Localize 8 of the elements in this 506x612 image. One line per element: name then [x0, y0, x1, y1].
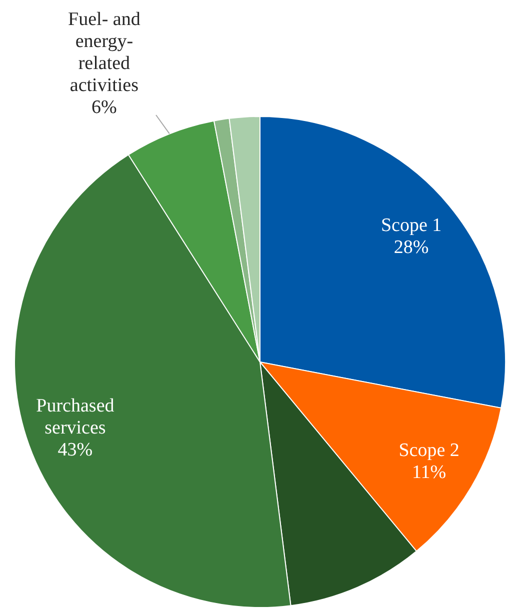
slice-label: Scope 1 — [380, 214, 442, 236]
data-label: 11% — [412, 462, 446, 483]
slice-label: Fuel- and energy-related activities — [68, 9, 141, 96]
data-label: 28% — [394, 236, 429, 258]
slice-label: Purchased services — [36, 396, 115, 439]
data-label: 43% — [58, 440, 93, 461]
data-label: 6% — [92, 97, 118, 118]
slice-label: Scope 2 — [398, 440, 460, 461]
